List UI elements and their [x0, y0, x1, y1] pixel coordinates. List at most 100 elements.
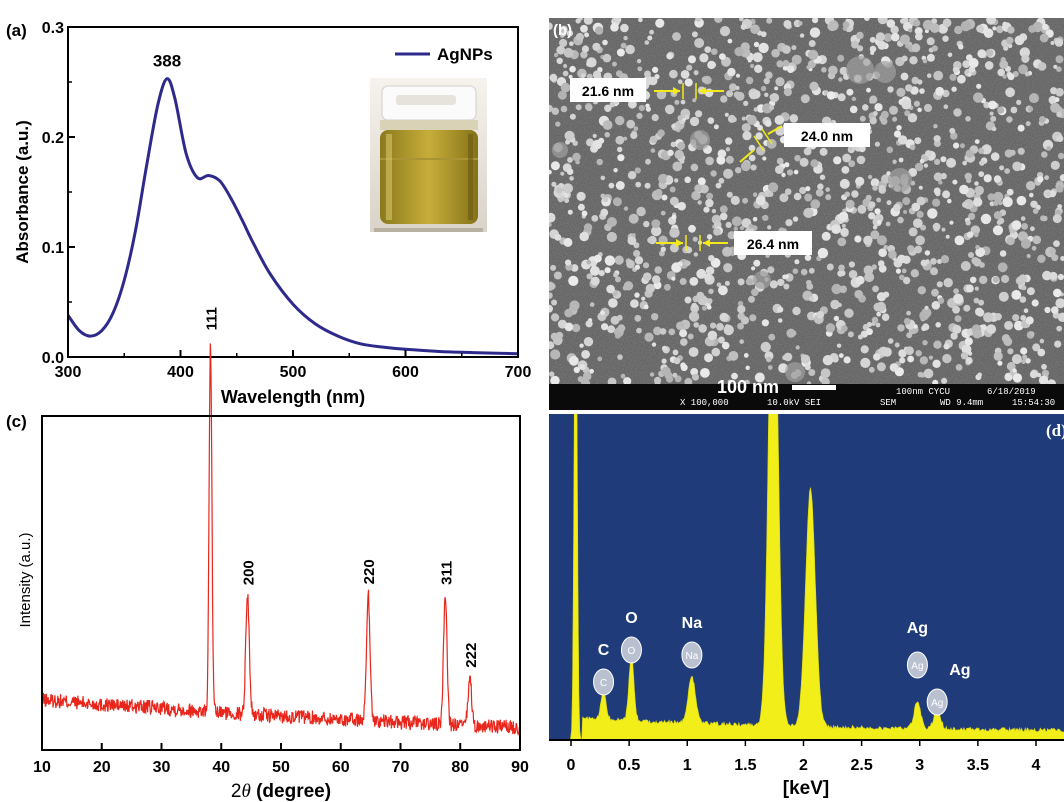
sem-scalebar-label: 100 nm [717, 377, 779, 397]
eds-x-tick-label: 0.5 [618, 757, 640, 774]
xrd-peak-label: 111 [204, 307, 221, 330]
measure-box-2 [784, 123, 870, 147]
uv-vis-x-tick-label: 500 [280, 364, 307, 381]
xrd-x-tick-label: 10 [33, 759, 51, 776]
measure-arrowhead-1a [673, 87, 680, 95]
measure-arrow-2b [739, 149, 755, 163]
measure-label-2: 24.0 nm [801, 128, 853, 144]
eds-element-marker-text: Ag [911, 661, 923, 672]
eds-spectrum [559, 414, 1064, 740]
panel-d-label: (d) [1046, 421, 1064, 440]
measure-box-3 [734, 231, 812, 255]
xrd-x-tick-label: 50 [272, 759, 290, 776]
eds-x-tick-label: 1 [683, 757, 692, 774]
sem-texture [549, 18, 1064, 384]
uv-vis-x-tick-label: 700 [505, 364, 532, 381]
eds-element-marker [593, 668, 615, 696]
measure-box-1 [570, 78, 646, 102]
xrd-x-tick-label: 30 [153, 759, 171, 776]
panel-a-label: (a) [6, 21, 27, 40]
measure-tick-2b [753, 135, 765, 152]
eds-x-tick-label: 4 [1032, 757, 1041, 774]
eds-element-label: O [625, 610, 637, 627]
eds-element-label: Ag [907, 620, 928, 637]
eds-element-marker-text: C [600, 678, 607, 689]
eds-element-label: Ag [949, 662, 970, 679]
eds-x-tick-label: 3 [915, 757, 924, 774]
panel-b-label: (b) [553, 22, 572, 39]
xrd-x-axis-label: 2θ (degree) [231, 781, 331, 802]
eds-x-tick-label: 2 [799, 757, 808, 774]
xrd-y-axis-label: Intensity (a.u.) [17, 532, 34, 627]
eds-x-tick-label: 1.5 [734, 757, 756, 774]
vial-photo [370, 78, 487, 232]
panel-c: (c) 10 20 30 40 50 60 70 80 90 111 200 220 311 222 2… [6, 307, 529, 802]
uv-vis-x-tick-label: 600 [392, 364, 419, 381]
panel-b: (b) 21.6 nm 24.0 nm [549, 18, 1064, 410]
eds-x-tick-label: 2.5 [851, 757, 873, 774]
uv-vis-peak-annotation: 388 [153, 52, 181, 71]
uv-vis-legend: AgNPs [395, 45, 493, 64]
eds-element-marker [620, 636, 642, 664]
sem-voltage: 10.0kV SEI [767, 398, 821, 408]
sem-mode: SEM [880, 398, 896, 408]
xrd-x-tick-label: 80 [451, 759, 469, 776]
panel-c-label: (c) [6, 412, 27, 431]
sem-measure-1: 21.6 nm [570, 78, 724, 102]
eds-element-label: C [598, 642, 610, 659]
uv-vis-x-axis-label: Wavelength (nm) [221, 387, 365, 407]
uv-vis-y-tick-label: 0.1 [42, 240, 64, 257]
xrd-peak-label: 311 [438, 561, 455, 585]
sem-scale-text: 100nm CYCU [896, 387, 950, 397]
uv-vis-x-ticks: 300 400 500 600 700 [55, 350, 532, 381]
xrd-peak-label: 200 [241, 560, 258, 585]
uv-vis-series-agnps [66, 77, 519, 356]
sem-measure-2: 24.0 nm [739, 123, 870, 163]
uv-vis-y-tick-label: 0.3 [42, 20, 64, 37]
sem-magnification: X 100,000 [680, 398, 729, 408]
xrd-x-tick-label: 40 [212, 759, 230, 776]
eds-element-marker-text: Ag [931, 698, 943, 709]
xrd-x-tick-label: 20 [93, 759, 111, 776]
eds-x-tick-label: 3.5 [967, 757, 989, 774]
uv-vis-x-tick-label: 400 [167, 364, 194, 381]
panel-a: (a) 300 400 500 600 700 0.0 0.1 0.2 0.3 Wavelen… [6, 20, 531, 407]
eds-x-ticks: 0 0.5 1 1.5 2 2.5 3 3.5 4 [567, 740, 1041, 774]
xrd-peak-label: 222 [463, 643, 480, 668]
xrd-pattern-line [41, 343, 521, 736]
uv-vis-y-ticks: 0.0 0.1 0.2 0.3 [42, 20, 75, 367]
eds-element-label: Na [682, 615, 703, 632]
uv-vis-x-tick-label: 300 [55, 364, 82, 381]
measure-label-1: 21.6 nm [582, 83, 634, 99]
measure-label-3: 26.4 nm [747, 236, 799, 252]
sem-working-distance: WD 9.4mm [940, 398, 983, 408]
measure-arrowhead-1b [699, 87, 706, 95]
eds-x-tick-label: 0 [567, 757, 576, 774]
xrd-x-tick-label: 60 [332, 759, 350, 776]
xrd-peak-label: 220 [361, 559, 378, 584]
sem-measure-3: 26.4 nm [656, 231, 812, 255]
xrd-plot-area [41, 343, 521, 736]
measure-arrowhead-3b [703, 239, 710, 247]
uv-vis-y-tick-label: 0.0 [42, 350, 64, 367]
eds-element-marker [926, 688, 948, 716]
xrd-x-axis-theta: θ [241, 781, 250, 802]
eds-spectrum-area [559, 414, 1064, 740]
xrd-peak-labels: 111 200 220 311 222 [204, 307, 480, 668]
eds-x-axis-label: [keV] [783, 778, 829, 799]
xrd-x-ticks: 10 20 30 40 50 60 70 80 90 [33, 743, 529, 776]
sem-scalebar [792, 385, 836, 390]
measure-tick-2a [761, 128, 773, 145]
legend-label-agnps: AgNPs [437, 45, 493, 64]
uv-vis-y-axis-label: Absorbance (a.u.) [13, 120, 32, 264]
xrd-x-tick-label: 70 [392, 759, 410, 776]
eds-element-marker-text: Na [686, 651, 699, 662]
measure-arrow-2a [767, 125, 783, 135]
measure-arrowhead-3a [676, 239, 683, 247]
sem-time: 15:54:30 [1012, 398, 1055, 408]
eds-element-marker [906, 651, 928, 679]
xrd-x-tick-label: 90 [511, 759, 529, 776]
